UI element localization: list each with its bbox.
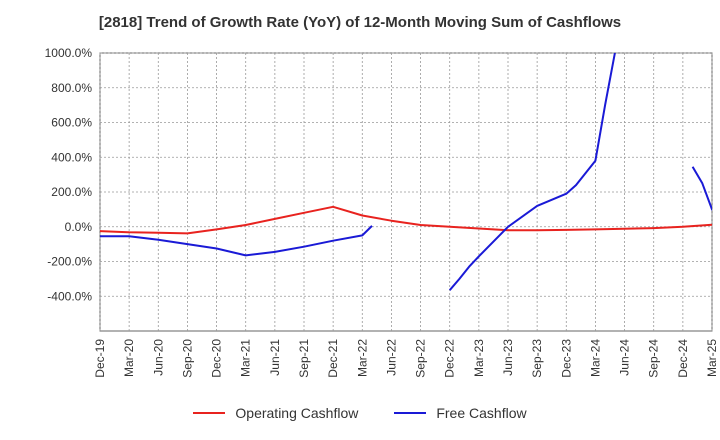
x-tick-label: Mar-20 [122, 339, 136, 377]
x-tick-label: Jun-24 [618, 339, 632, 376]
series-line-operating-cashflow [100, 205, 712, 235]
y-tick-label: 400.0% [51, 150, 92, 164]
legend-swatch-free-cashflow [394, 412, 427, 414]
x-tick-label: Jun-21 [268, 339, 282, 376]
x-tick-label: Sep-24 [647, 339, 661, 378]
legend-item-operating-cashflow: Operating Cashflow [193, 405, 358, 421]
legend-swatch-operating-cashflow [193, 412, 226, 414]
x-tick-label: Jun-22 [384, 339, 398, 376]
x-tick-label: Mar-22 [355, 339, 369, 377]
y-tick-label: 200.0% [51, 185, 92, 199]
x-tick-label: Sep-21 [297, 339, 311, 378]
legend-label-free-cashflow: Free Cashflow [436, 405, 527, 421]
x-tick-label: Dec-20 [210, 339, 224, 378]
x-tick-label: Mar-23 [472, 339, 486, 377]
series-line-free-cashflow [100, 225, 373, 257]
y-tick-label: -200.0% [47, 255, 92, 269]
x-tick-label: Sep-20 [180, 339, 194, 378]
chart-title: [2818] Trend of Growth Rate (YoY) of 12-… [98, 14, 622, 31]
x-tick-label: Dec-24 [676, 339, 690, 378]
y-tick-label: -400.0% [47, 289, 92, 303]
x-tick-label: Mar-24 [588, 339, 602, 377]
y-tick-label: 0.0% [65, 220, 93, 234]
x-tick-label: Dec-21 [326, 339, 340, 378]
x-tick-label: Jun-23 [501, 339, 515, 376]
y-tick-label: 600.0% [51, 116, 92, 130]
x-tick-label: Dec-22 [443, 339, 457, 378]
y-tick-label: 1000.0% [45, 46, 93, 60]
x-tick-label: Sep-23 [530, 339, 544, 378]
legend-label-operating-cashflow: Operating Cashflow [235, 405, 359, 421]
series-line-free-cashflow [448, 53, 616, 291]
x-tick-label: Jun-20 [151, 339, 165, 376]
legend: Operating Cashflow Free Cashflow [0, 405, 720, 421]
y-tick-label: 800.0% [51, 81, 92, 95]
x-tick-label: Dec-19 [93, 339, 107, 378]
x-tick-label: Dec-23 [559, 339, 573, 378]
legend-item-free-cashflow: Free Cashflow [394, 405, 527, 421]
x-tick-label: Mar-21 [239, 339, 253, 377]
x-tick-label: Sep-22 [414, 339, 428, 378]
x-tick-label: Mar-25 [705, 339, 719, 377]
